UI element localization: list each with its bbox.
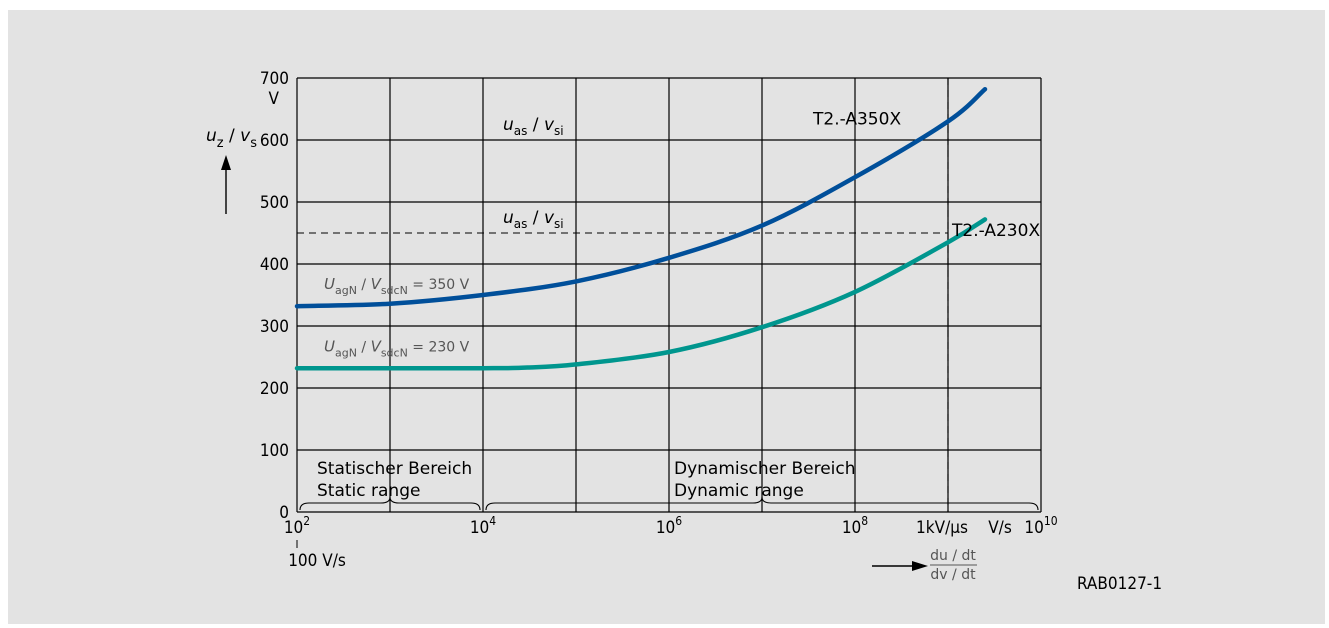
x-tick-label-10e2: 102 xyxy=(284,514,310,538)
series-name-T2.-A230X: T2.-A230X xyxy=(951,221,1040,241)
series-voltage-label-0: UagN / VsdcN = 350 V xyxy=(324,275,470,297)
y-unit-label: V xyxy=(269,89,280,109)
series-voltage-label-1: UagN / VsdcN = 230 V xyxy=(324,337,470,359)
range-brace-1 xyxy=(485,496,1039,511)
range-label-de-0: Statischer Bereich xyxy=(317,459,472,479)
y-tick-label-0: 0 xyxy=(279,503,289,523)
series-line-T2.-A230X xyxy=(294,217,988,371)
annotations: uz / vs du / dt dv / dt UagN / VsdcN = 350 … xyxy=(206,110,1162,595)
series-name-T2.-A350X: T2.-A350X xyxy=(812,110,901,130)
x-axis-arrow-head xyxy=(912,561,928,571)
x-note-kv-per-us: 1kV/µs xyxy=(916,518,968,538)
range-label-en-0: Static range xyxy=(317,481,420,501)
y-tick-label-400: 400 xyxy=(260,255,289,275)
series-line-T2.-A350X xyxy=(294,86,988,309)
reference-label-600: uas / vsi xyxy=(503,115,564,138)
reference-label-450: uas / vsi xyxy=(503,208,564,231)
y-tick-label-600: 600 xyxy=(260,131,289,151)
y-axis-arrow-head xyxy=(221,155,231,170)
series-curves xyxy=(294,86,988,371)
y-tick-label-300: 300 xyxy=(260,317,289,337)
x-tick-label-10e10: 1010 xyxy=(1024,514,1057,538)
y-axis-label: uz / vs xyxy=(206,126,257,151)
range-label-de-1: Dynamischer Bereich xyxy=(674,459,856,479)
y-tick-label-700: 700 xyxy=(260,69,289,89)
range-label-en-1: Dynamic range xyxy=(674,481,804,501)
x-tick-label-10e6: 106 xyxy=(656,514,682,538)
y-tick-label-100: 100 xyxy=(260,441,289,461)
reference-lines: uas / vsi uas / vsi xyxy=(297,78,949,512)
x-note-100vs: 100 V/s xyxy=(288,551,346,571)
x-tick-label-10e4: 104 xyxy=(470,514,496,538)
range-brace-0 xyxy=(299,496,481,511)
y-tick-label-500: 500 xyxy=(260,193,289,213)
y-tick-label-200: 200 xyxy=(260,379,289,399)
figure-id: RAB0127-1 xyxy=(1077,574,1162,594)
x-tick-labels: 102 104 106 108 1010 100 V/s 1kV/µs V/s xyxy=(284,514,1058,571)
x-axis-label-bottom: dv / dt xyxy=(930,567,976,583)
chart-panel-background xyxy=(8,10,1325,624)
x-axis-label-top: du / dt xyxy=(930,548,976,564)
x-tick-label-10e8: 108 xyxy=(842,514,868,538)
x-note-unit: V/s xyxy=(988,518,1012,538)
